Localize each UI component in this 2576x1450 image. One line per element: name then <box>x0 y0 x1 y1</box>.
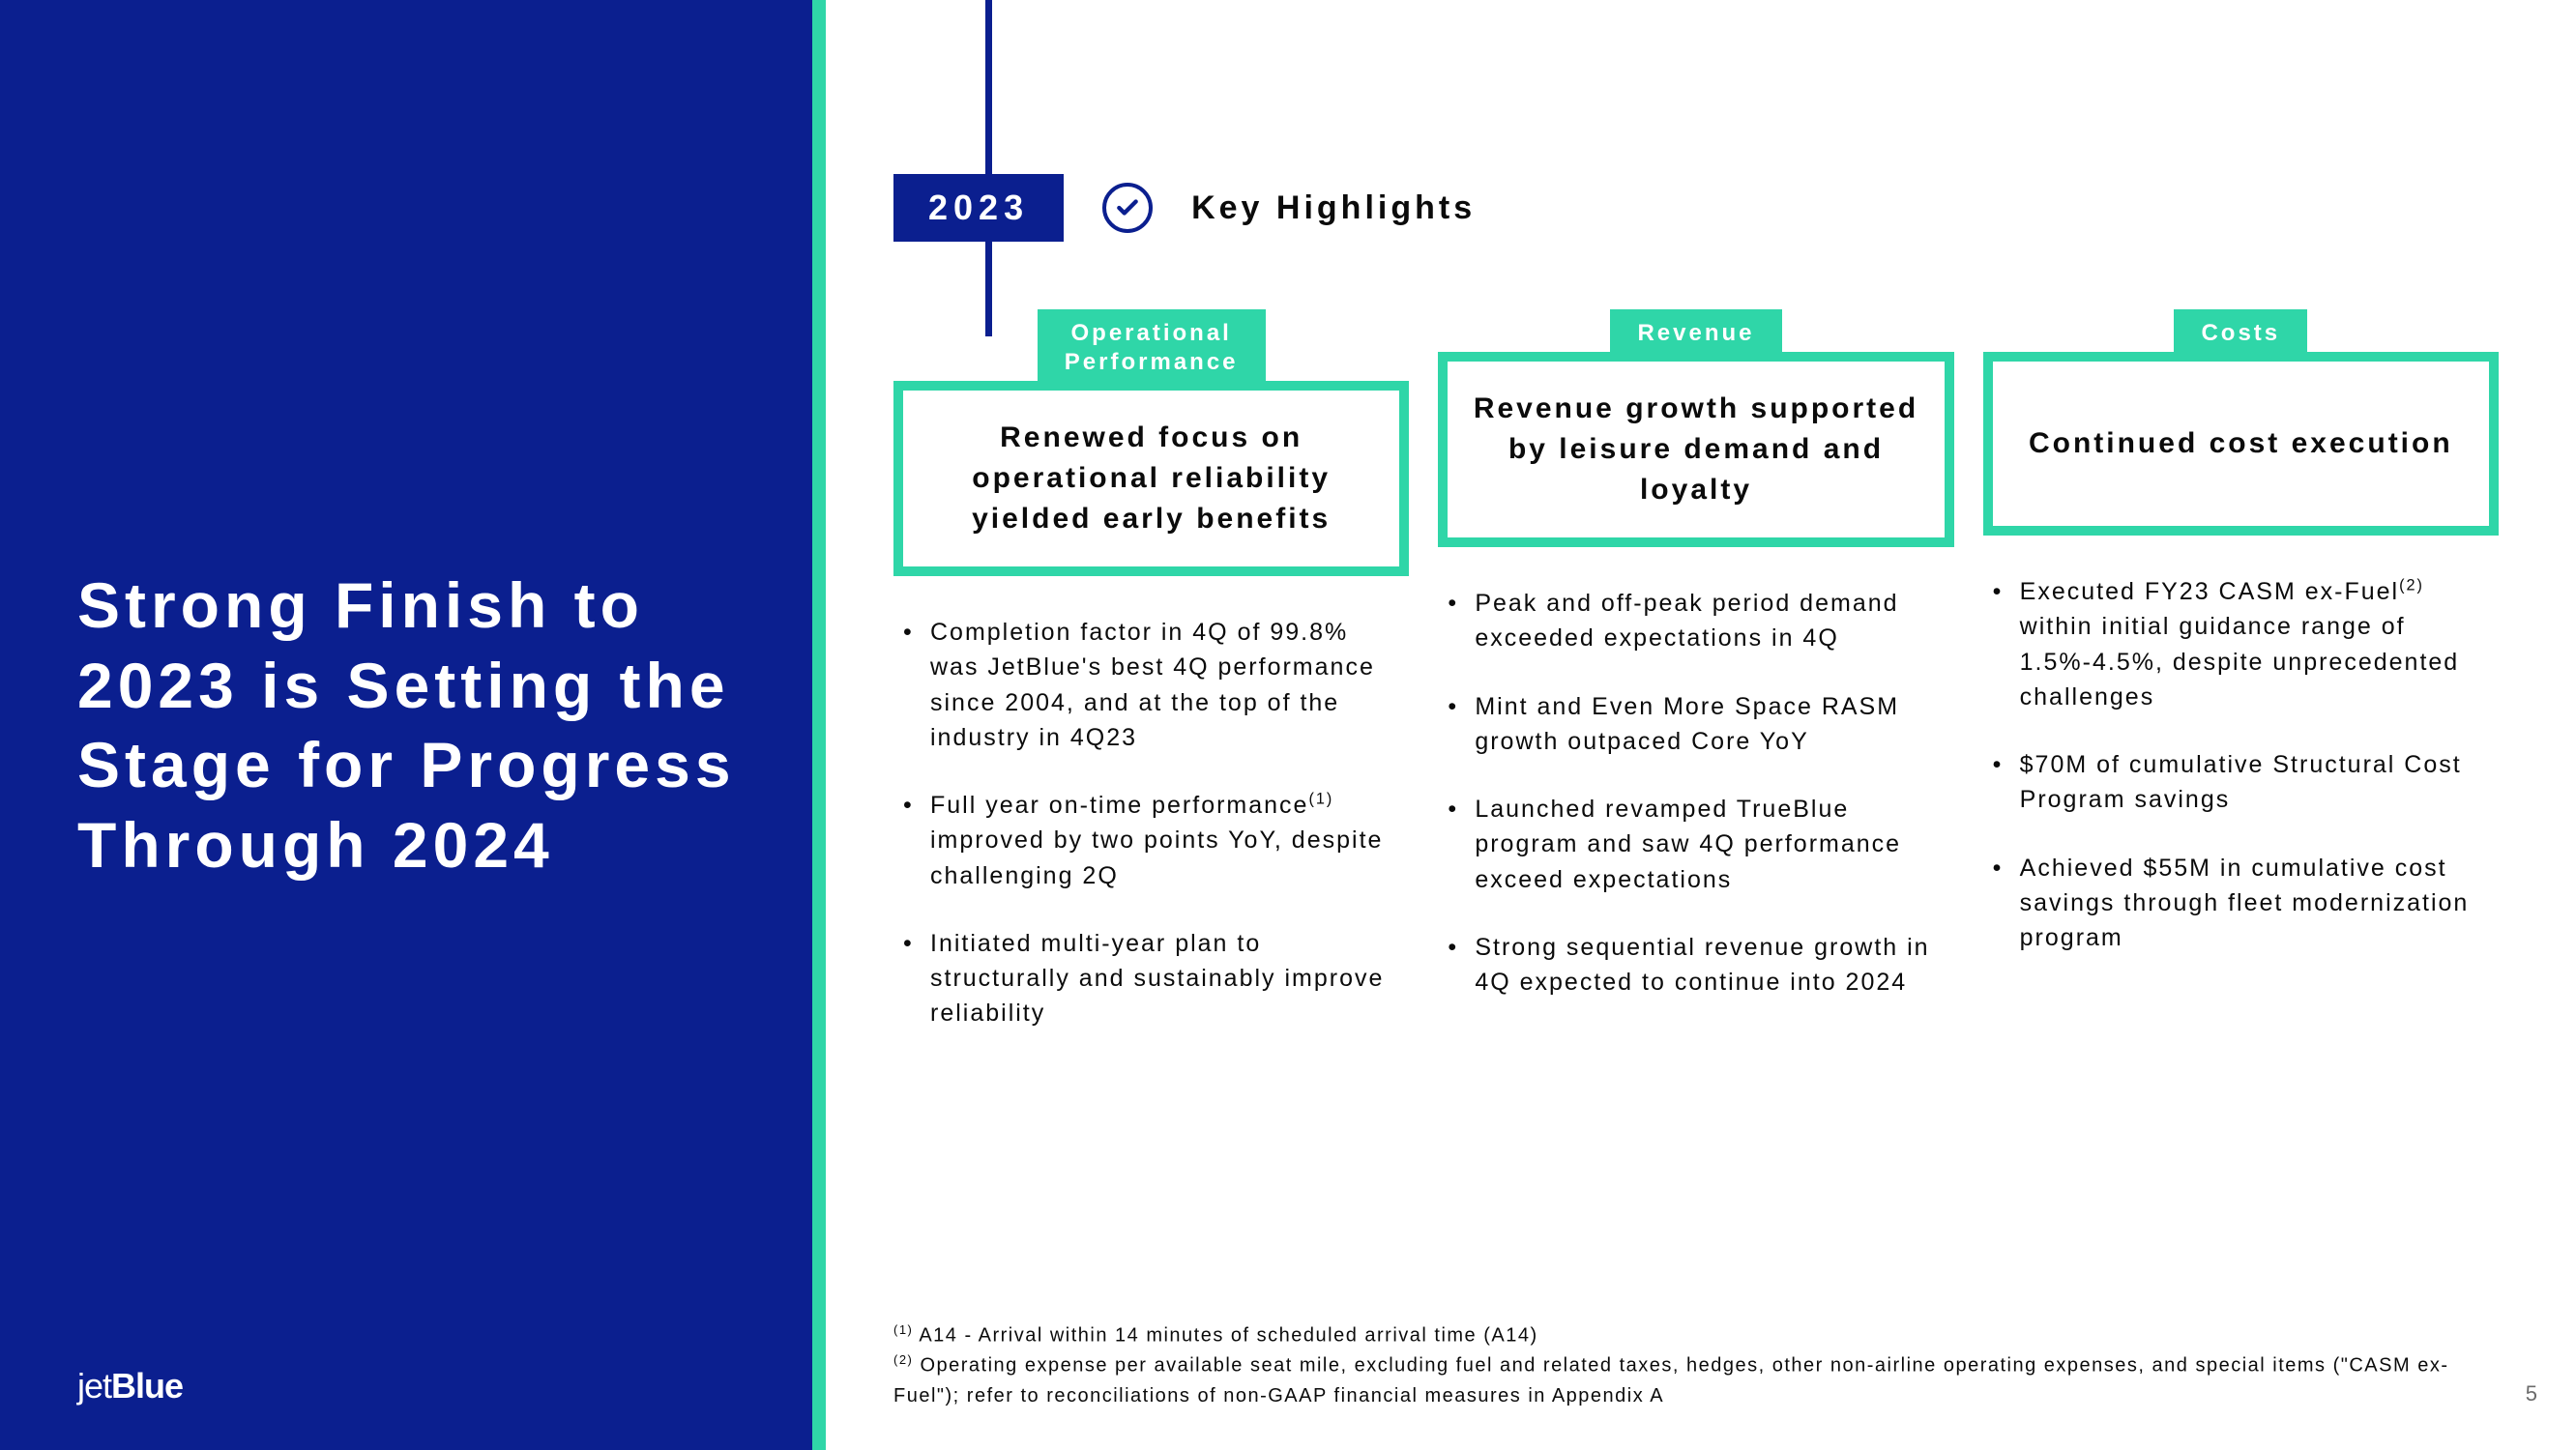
footnote: (2) Operating expense per available seat… <box>893 1350 2499 1411</box>
tab-wrap: Costs <box>1983 309 2499 356</box>
headline-box: Renewed focus on operational reliability… <box>893 381 1409 576</box>
header-row: 2023 Key Highlights <box>893 174 1476 242</box>
column-tab: Costs <box>2174 309 2307 356</box>
column-tab: OperationalPerformance <box>1038 309 1266 385</box>
bullet-item: Initiated multi-year plan to structurall… <box>903 926 1399 1031</box>
jetblue-logo: jetBlue <box>77 1366 183 1406</box>
check-circle-icon <box>1102 183 1153 233</box>
column-operational: OperationalPerformance Renewed focus on … <box>893 309 1409 1064</box>
bullets: Completion factor in 4Q of 99.8% was Jet… <box>893 615 1409 1064</box>
vertical-divider <box>812 0 826 1450</box>
headline-text: Revenue growth supported by leisure dema… <box>1471 389 1920 510</box>
logo-prefix: jet <box>77 1366 111 1406</box>
bullet-item: Executed FY23 CASM ex-Fuel(2) within ini… <box>1993 574 2489 714</box>
bullet-item: Completion factor in 4Q of 99.8% was Jet… <box>903 615 1399 755</box>
bullet-item: Strong sequential revenue growth in 4Q e… <box>1448 930 1944 1000</box>
slide-page: Strong Finish to 2023 is Setting the Sta… <box>0 0 2576 1450</box>
column-costs: Costs Continued cost execution Executed … <box>1983 309 2499 1064</box>
bullet-item: Mint and Even More Space RASM growth out… <box>1448 689 1944 760</box>
column-tab: Revenue <box>1610 309 1781 356</box>
headline-text: Continued cost execution <box>2029 423 2453 464</box>
logo-suffix: Blue <box>111 1366 183 1406</box>
bullets: Executed FY23 CASM ex-Fuel(2) within ini… <box>1983 574 2499 988</box>
key-highlights-title: Key Highlights <box>1191 189 1476 227</box>
bullet-item: Peak and off-peak period demand exceeded… <box>1448 586 1944 656</box>
footnote: (1) A14 - Arrival within 14 minutes of s… <box>893 1320 2499 1351</box>
tab-wrap: Revenue <box>1438 309 1953 356</box>
main-title: Strong Finish to 2023 is Setting the Sta… <box>77 566 774 884</box>
tab-wrap: OperationalPerformance <box>893 309 1409 385</box>
left-panel: Strong Finish to 2023 is Setting the Sta… <box>0 0 812 1450</box>
bullet-item: Full year on-time performance(1) improve… <box>903 788 1399 893</box>
page-number: 5 <box>2526 1381 2537 1406</box>
bullets: Peak and off-peak period demand exceeded… <box>1438 586 1953 1032</box>
bullet-item: Launched revamped TrueBlue program and s… <box>1448 792 1944 897</box>
timeline-vertical-line <box>985 0 992 336</box>
column-revenue: Revenue Revenue growth supported by leis… <box>1438 309 1953 1064</box>
bullet-item: $70M of cumulative Structural Cost Progr… <box>1993 747 2489 818</box>
headline-box: Revenue growth supported by leisure dema… <box>1438 352 1953 547</box>
right-panel: 2023 Key Highlights OperationalPerforman… <box>826 0 2576 1450</box>
headline-text: Renewed focus on operational reliability… <box>926 418 1376 539</box>
footnotes: (1) A14 - Arrival within 14 minutes of s… <box>893 1320 2499 1411</box>
columns-container: OperationalPerformance Renewed focus on … <box>893 309 2499 1064</box>
year-badge: 2023 <box>893 174 1064 242</box>
bullet-item: Achieved $55M in cumulative cost savings… <box>1993 851 2489 956</box>
headline-box: Continued cost execution <box>1983 352 2499 536</box>
